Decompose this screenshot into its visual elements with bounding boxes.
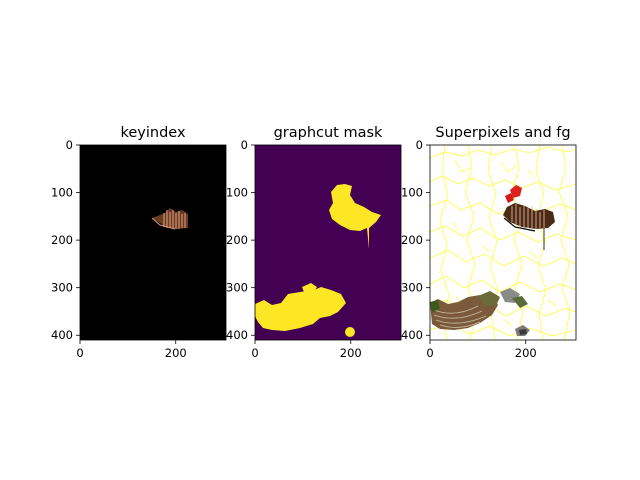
y-tick-label: 300 xyxy=(51,281,73,295)
x-axis-keyindex: 0 200 xyxy=(76,340,187,360)
y-tick-label: 0 xyxy=(416,138,423,152)
axes-frame-graphcut-mask xyxy=(254,144,402,341)
panel-title-superpixels-and-fg: Superpixels and fg xyxy=(435,125,570,141)
panel-graphcut-mask: graphcut mask 0 200 0 100 200 300 400 xyxy=(226,125,402,360)
y-axis-superpixels: 0 100 200 300 400 xyxy=(401,138,430,342)
y-axis-keyindex: 0 100 200 300 400 xyxy=(51,138,80,342)
y-tick-label: 100 xyxy=(51,186,73,200)
x-tick-label: 0 xyxy=(251,346,258,360)
image-content-keyindex xyxy=(151,208,188,230)
y-tick-label: 400 xyxy=(51,328,73,342)
y-tick-label: 0 xyxy=(241,138,248,152)
x-tick-label: 0 xyxy=(426,346,433,360)
y-tick-label: 200 xyxy=(226,233,248,247)
y-tick-label: 100 xyxy=(226,186,248,200)
y-tick-label: 0 xyxy=(66,138,73,152)
superpixel-fg-lower xyxy=(430,288,530,336)
mask-region-upper xyxy=(329,184,381,249)
panel-title-graphcut-mask: graphcut mask xyxy=(274,125,383,141)
x-axis-graphcut-mask: 0 200 xyxy=(251,340,362,360)
panel-title-keyindex: keyindex xyxy=(120,125,185,141)
image-background-keyindex xyxy=(80,145,226,340)
axes-frame-superpixels xyxy=(429,144,577,341)
y-tick-label: 400 xyxy=(401,328,423,342)
image-content-superpixels xyxy=(430,145,576,340)
panel-keyindex: keyindex 0 200 0 100 200 300 400 xyxy=(51,125,227,360)
keyindex-foreground-object xyxy=(151,208,188,230)
y-tick-label: 200 xyxy=(51,233,73,247)
y-tick-label: 100 xyxy=(401,186,423,200)
y-tick-label: 300 xyxy=(226,281,248,295)
x-tick-label: 0 xyxy=(76,346,83,360)
mask-region-blob xyxy=(345,327,355,337)
superpixel-fg-upper xyxy=(503,185,555,250)
y-axis-graphcut-mask: 0 100 200 300 400 xyxy=(226,138,255,342)
panel-superpixels-and-fg: Superpixels and fg xyxy=(401,125,577,360)
x-axis-superpixels: 0 200 xyxy=(426,340,537,360)
y-tick-label: 400 xyxy=(226,328,248,342)
image-content-graphcut-mask xyxy=(255,184,381,337)
y-tick-label: 300 xyxy=(401,281,423,295)
superpixel-boundaries xyxy=(430,145,576,340)
x-tick-label: 200 xyxy=(515,346,537,360)
axes-frame-keyindex xyxy=(79,144,227,341)
x-tick-label: 200 xyxy=(340,346,362,360)
x-tick-label: 200 xyxy=(165,346,187,360)
mask-region-lower xyxy=(255,287,346,331)
y-tick-label: 200 xyxy=(401,233,423,247)
